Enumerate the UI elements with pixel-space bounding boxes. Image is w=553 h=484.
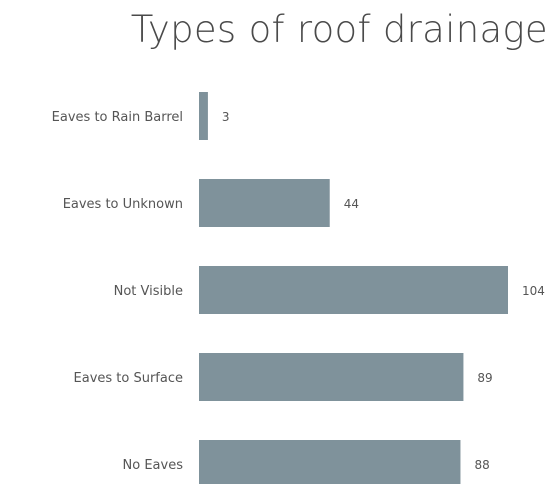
category-label-eaves-to-unknown: Eaves to Unknown [63,197,183,212]
category-label-no-eaves: No Eaves [123,458,184,473]
value-label-not-visible: 104 [522,284,545,298]
bar-not-visible [199,266,508,314]
bar-eaves-to-rain-barrel [199,92,208,140]
bar-no-eaves [199,440,461,484]
category-label-not-visible: Not Visible [114,284,183,299]
value-label-eaves-to-rain-barrel: 3 [222,110,230,124]
chart-title: Types of roof drainage [131,8,548,51]
bar-eaves-to-surface [199,353,464,401]
category-label-eaves-to-rain-barrel: Eaves to Rain Barrel [52,110,183,125]
bars-layer: Eaves to Rain Barrel 3 Eaves to Unknown 44 N… [52,92,545,484]
value-label-no-eaves: 88 [474,458,489,472]
bar-eaves-to-unknown [199,179,330,227]
category-label-eaves-to-surface: Eaves to Surface [74,371,183,386]
value-label-eaves-to-unknown: 44 [344,197,359,211]
value-label-eaves-to-surface: 89 [477,371,492,385]
